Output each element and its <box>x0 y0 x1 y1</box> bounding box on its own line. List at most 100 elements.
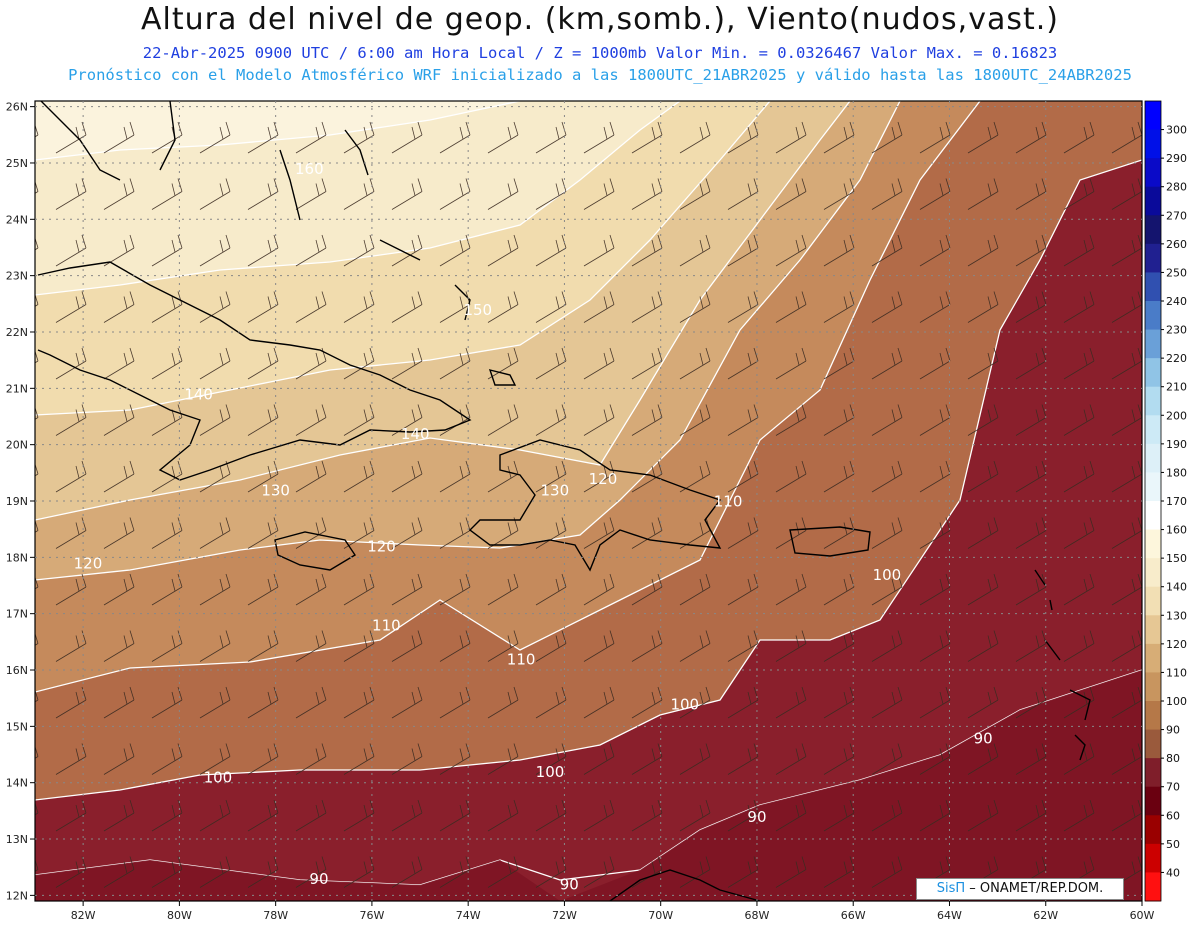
contour-label: 110 <box>714 493 743 511</box>
colorbar-swatch <box>1145 558 1161 588</box>
onamet-credit: – ONAMET/REP.DOM. <box>969 881 1104 896</box>
coastlines <box>37 101 1091 901</box>
colorbar-label: 200 <box>1166 409 1187 422</box>
lon-tick-label: 76W <box>359 909 384 922</box>
contour-label: 120 <box>74 555 103 573</box>
colorbar-label: 100 <box>1166 695 1187 708</box>
colorbar-swatch <box>1145 729 1161 759</box>
contour-label: 100 <box>873 566 902 584</box>
colorbar-swatch <box>1145 472 1161 502</box>
colorbar-label: 290 <box>1166 152 1187 165</box>
colorbar-label: 240 <box>1166 295 1187 308</box>
colorbar-swatch <box>1145 872 1161 902</box>
lat-tick-label: 13N <box>6 833 28 846</box>
colorbar-swatch <box>1145 386 1161 416</box>
colorbar-swatch <box>1145 215 1161 245</box>
colorbar-swatch <box>1145 243 1161 273</box>
colorbar-label: 160 <box>1166 524 1187 537</box>
colorbar-label: 260 <box>1166 238 1187 251</box>
map-subtitle-model: Pronóstico con el Modelo Atmosférico WRF… <box>68 66 1132 84</box>
contour-label: 100 <box>204 769 233 787</box>
colorbar-label: 210 <box>1166 381 1187 394</box>
lat-tick-label: 18N <box>6 551 28 564</box>
lon-tick-label: 68W <box>745 909 770 922</box>
colorbar-label: 140 <box>1166 581 1187 594</box>
lon-tick-label: 72W <box>552 909 577 922</box>
colorbar-label: 150 <box>1166 552 1187 565</box>
colorbar-label: 190 <box>1166 438 1187 451</box>
lon-tick-label: 74W <box>456 909 481 922</box>
contour-label: 90 <box>747 808 766 826</box>
lon-tick-label: 60W <box>1130 909 1155 922</box>
colorbar-label: 180 <box>1166 466 1187 479</box>
lat-tick-label: 15N <box>6 720 28 733</box>
lon-tick-label: 62W <box>1033 909 1058 922</box>
lat-tick-label: 25N <box>6 157 28 170</box>
colorbar-swatch <box>1145 415 1161 445</box>
colorbar: 300 290 280 270 260 250 240 230 220 210 200 190 180 1… <box>1144 100 1187 902</box>
contour-label: 130 <box>540 481 569 499</box>
colorbar-label: 90 <box>1166 724 1180 737</box>
colorbar-swatch <box>1145 758 1161 788</box>
colorbar-swatch <box>1145 358 1161 388</box>
colorbar-swatch <box>1145 615 1161 645</box>
lat-tick-label: 24N <box>6 213 28 226</box>
lat-tick-label: 16N <box>6 664 28 677</box>
colorbar-label: 220 <box>1166 352 1187 365</box>
contour-label: 110 <box>507 650 536 668</box>
colorbar-label: 130 <box>1166 609 1187 622</box>
colorbar-label: 40 <box>1166 866 1180 879</box>
contour-label: 90 <box>974 729 993 747</box>
contour-label: 90 <box>560 876 579 894</box>
colorbar-swatch <box>1145 501 1161 531</box>
colorbar-label: 50 <box>1166 838 1180 851</box>
colorbar-swatch <box>1145 272 1161 302</box>
contour-label: 130 <box>261 481 290 499</box>
map-subtitle-validity: 22-Abr-2025 0900 UTC / 6:00 am Hora Loca… <box>142 44 1058 62</box>
shaded-geopotential-field <box>35 101 1142 901</box>
contour-labels: 160 150 140 140 130 130 120 120 120 110 110 110 100 1… <box>74 160 993 893</box>
colorbar-swatch <box>1145 529 1161 559</box>
colorbar-swatch <box>1145 815 1161 845</box>
colorbar-swatch <box>1145 329 1161 359</box>
lat-tick-label: 14N <box>6 777 28 790</box>
colorbar-swatch <box>1145 186 1161 216</box>
contour-label: 120 <box>589 470 618 488</box>
colorbar-label: 270 <box>1166 209 1187 222</box>
lon-tick-label: 82W <box>71 909 96 922</box>
contour-label: 150 <box>463 301 492 319</box>
contour-label: 100 <box>670 695 699 713</box>
colorbar-swatch <box>1145 129 1161 159</box>
colorbar-swatch <box>1145 586 1161 616</box>
lat-tick-label: 20N <box>6 439 28 452</box>
latitude-ticks: 26N 25N 24N 23N 22N 21N 20N 19N 18N 17N 16N 15N 14N 1… <box>6 101 35 902</box>
lat-tick-label: 22N <box>6 326 28 339</box>
contour-label: 110 <box>372 617 401 635</box>
credit-box: SisΠ – ONAMET/REP.DOM. <box>916 878 1124 900</box>
colorbar-label: 170 <box>1166 495 1187 508</box>
lat-tick-label: 17N <box>6 608 28 621</box>
contour-label: 140 <box>401 425 430 443</box>
colorbar-swatch <box>1145 301 1161 331</box>
colorbar-label: 80 <box>1166 752 1180 765</box>
colorbar-label: 230 <box>1166 324 1187 337</box>
colorbar-label: 120 <box>1166 638 1187 651</box>
contour-label: 100 <box>536 763 565 781</box>
lat-lon-grid <box>35 101 1142 901</box>
lon-tick-label: 64W <box>937 909 962 922</box>
colorbar-swatch <box>1145 158 1161 188</box>
colorbar-label: 110 <box>1166 666 1187 679</box>
colorbar-swatch <box>1145 101 1161 131</box>
lat-tick-label: 23N <box>6 270 28 283</box>
contour-label: 90 <box>309 870 328 888</box>
contour-label: 160 <box>295 160 324 178</box>
map-title: Altura del nivel de geop. (km,somb.), Vi… <box>141 2 1059 37</box>
lat-tick-label: 19N <box>6 495 28 508</box>
colorbar-label: 280 <box>1166 181 1187 194</box>
lon-tick-label: 78W <box>263 909 288 922</box>
contour-label: 120 <box>367 538 396 556</box>
colorbar-swatch <box>1145 786 1161 816</box>
colorbar-swatch <box>1145 672 1161 702</box>
sistpi-logo: SisΠ <box>936 881 966 896</box>
